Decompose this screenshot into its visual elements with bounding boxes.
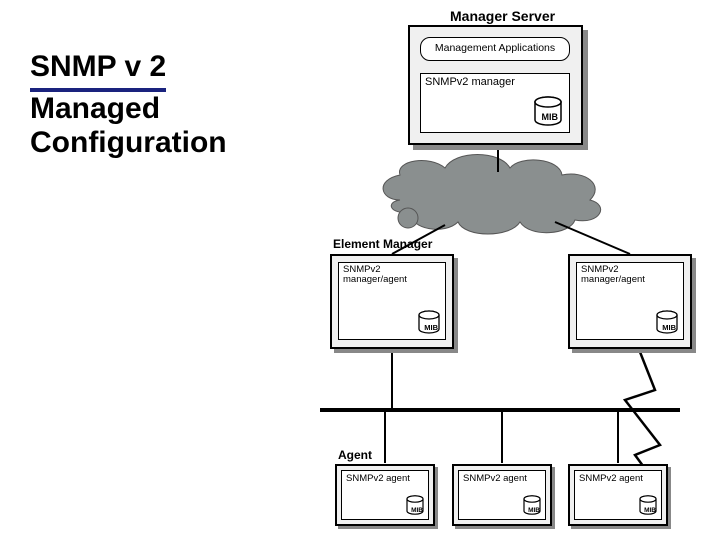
element-manager-1: SNMPv2 manager/agent MIB (330, 254, 454, 349)
element-manager-2: SNMPv2 manager/agent MIB (568, 254, 692, 349)
mib-label-em2: MIB (662, 323, 676, 332)
snmpv2-manager-box: SNMPv2 manager MIB (420, 73, 570, 133)
agent2-label: SNMPv2 agent (463, 473, 527, 484)
agent1-label: SNMPv2 agent (346, 473, 410, 484)
title-line1: SNMP v 2 (30, 50, 166, 92)
title-line3: Configuration (30, 126, 227, 159)
agent1-inner: SNMPv2 agent MIB (341, 470, 429, 520)
label-element-manager: Element Manager (333, 237, 432, 251)
agent3-inner: SNMPv2 agent MIB (574, 470, 662, 520)
agent2-inner: SNMPv2 agent MIB (458, 470, 546, 520)
snmpv2-manager-label: SNMPv2 manager (425, 76, 515, 88)
mib-label-a1: MIB (411, 507, 423, 514)
network-cloud (383, 155, 601, 235)
label-agent: Agent (338, 448, 372, 462)
link-cloud-em2 (555, 222, 630, 254)
agent3-label: SNMPv2 agent (579, 473, 643, 484)
mib-label-a3: MIB (644, 507, 656, 514)
agent-3: SNMPv2 agent MIB (568, 464, 668, 526)
label-manager-server: Manager Server (450, 8, 555, 24)
em1-label: SNMPv2 manager/agent (343, 265, 441, 285)
em2-inner: SNMPv2 manager/agent MIB (576, 262, 684, 340)
manager-server-box: Management Applications SNMPv2 manager M… (408, 25, 583, 145)
page-title: SNMP v 2 Managed Configuration (30, 50, 227, 161)
agent-1: SNMPv2 agent MIB (335, 464, 435, 526)
em2-label: SNMPv2 manager/agent (581, 265, 679, 285)
agent-2: SNMPv2 agent MIB (452, 464, 552, 526)
mib-label-em1: MIB (424, 323, 438, 332)
em1-inner: SNMPv2 manager/agent MIB (338, 262, 446, 340)
title-line2: Managed (30, 92, 160, 125)
mgmt-apps-box: Management Applications (420, 37, 570, 61)
mib-label-a2: MIB (528, 507, 540, 514)
mib-label-server: MIB (542, 112, 559, 122)
